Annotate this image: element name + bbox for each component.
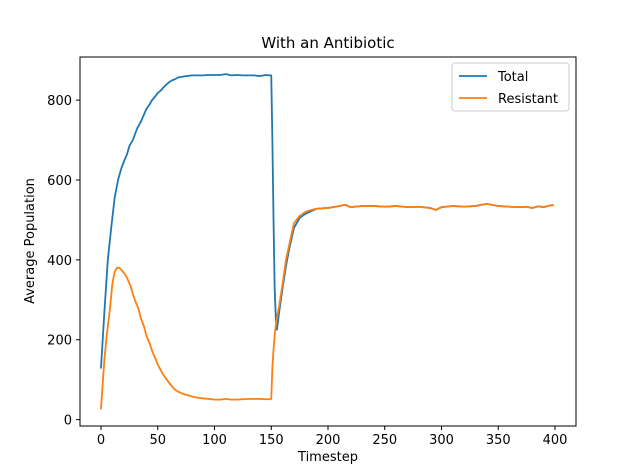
y-tick-label: 400	[47, 254, 72, 269]
series-line-resistant	[100, 203, 554, 410]
series-layer	[100, 73, 554, 410]
y-tick-label: 600	[47, 174, 72, 189]
x-tick-label: 200	[316, 433, 341, 448]
y-axis: 0 200 400 600 800	[47, 94, 80, 429]
x-axis: 0 50 100 150 200 250 300 350 400	[97, 426, 568, 448]
x-tick-label: 400	[543, 433, 568, 448]
y-tick-label: 0	[64, 414, 72, 429]
y-axis-title: Average Population	[23, 178, 38, 304]
y-tick-label: 800	[47, 94, 72, 109]
legend-label-resistant: Resistant	[498, 92, 558, 107]
x-tick-label: 50	[149, 433, 166, 448]
x-axis-title: Timestep	[297, 450, 358, 465]
y-tick-label: 200	[47, 334, 72, 349]
x-tick-label: 350	[486, 433, 511, 448]
x-tick-label: 150	[259, 433, 284, 448]
legend-label-total: Total	[497, 70, 528, 85]
legend: Total Resistant	[451, 62, 570, 112]
chart-title: With an Antibiotic	[261, 34, 394, 52]
x-tick-label: 0	[97, 433, 105, 448]
legend-box	[451, 62, 570, 112]
x-tick-label: 100	[202, 433, 227, 448]
x-tick-label: 300	[429, 433, 454, 448]
x-tick-label: 250	[372, 433, 397, 448]
